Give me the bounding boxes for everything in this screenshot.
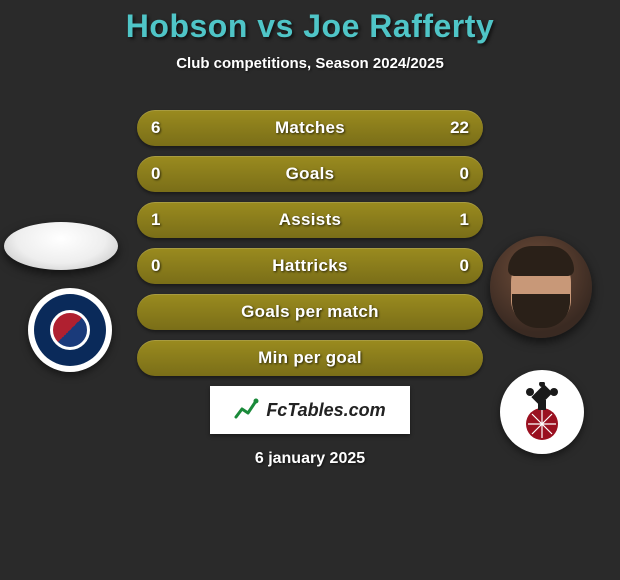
date-line: 6 january 2025 (0, 450, 620, 468)
brand-label: FcTables.com (266, 400, 385, 421)
stat-row: Min per goal (137, 340, 483, 376)
stat-right-value: 22 (450, 118, 469, 138)
stats-area: 6 Matches 22 0 Goals 0 1 Assists 1 0 Hattricks 0 Goa… (0, 110, 620, 376)
club-right-crest (500, 370, 584, 454)
stat-left-value: 0 (151, 164, 160, 184)
stat-left-value: 6 (151, 118, 160, 138)
stat-right-value: 0 (460, 256, 469, 276)
stat-left-value: 1 (151, 210, 160, 230)
stat-label: Goals (286, 164, 335, 184)
stat-label: Goals per match (241, 302, 379, 322)
stat-row: 0 Goals 0 (137, 156, 483, 192)
page-title: Hobson vs Joe Rafferty (0, 8, 620, 45)
stat-label: Matches (275, 118, 345, 138)
face-illustration (490, 236, 592, 338)
stat-label: Hattricks (272, 256, 347, 276)
stat-row: 6 Matches 22 (137, 110, 483, 146)
stat-label: Assists (279, 210, 342, 230)
stat-row: Goals per match (137, 294, 483, 330)
club-left-crest (28, 288, 112, 372)
stat-right-value: 0 (460, 164, 469, 184)
fctables-icon (234, 397, 260, 423)
brand-badge[interactable]: FcTables.com (210, 386, 410, 434)
stat-row: 0 Hattricks 0 (137, 248, 483, 284)
rotherham-icon (512, 382, 572, 442)
player-right-avatar (490, 236, 592, 338)
stat-left-value: 0 (151, 256, 160, 276)
comparison-card: Hobson vs Joe Rafferty Club competitions… (0, 0, 620, 468)
subtitle: Club competitions, Season 2024/2025 (0, 55, 620, 72)
stat-row: 1 Assists 1 (137, 202, 483, 238)
stat-label: Min per goal (258, 348, 362, 368)
stat-right-value: 1 (460, 210, 469, 230)
player-left-avatar (4, 222, 118, 270)
